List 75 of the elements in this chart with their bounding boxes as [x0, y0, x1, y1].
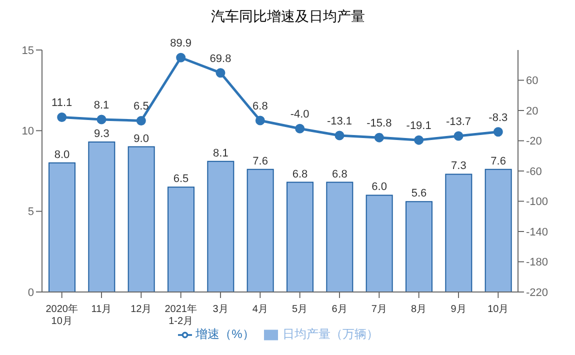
- data-label: 6.8: [252, 100, 268, 112]
- y-tick-label: 0: [28, 286, 34, 299]
- bar: [366, 194, 393, 292]
- y2-tick-label: -20: [526, 136, 542, 148]
- bar: [207, 160, 234, 292]
- data-label: -13.7: [446, 116, 472, 128]
- point: [176, 52, 186, 62]
- point: [295, 124, 305, 134]
- x-tick-label: 2021年 1-2月: [164, 303, 197, 327]
- y2-tick-label: -60: [526, 166, 542, 178]
- data-label: 9.0: [134, 132, 149, 145]
- y2-tick-label: -100: [526, 196, 548, 208]
- point: [374, 132, 384, 142]
- bar: [445, 174, 472, 292]
- data-label: 7.6: [490, 155, 506, 168]
- bar: [168, 186, 194, 292]
- data-label: 7.6: [252, 155, 268, 168]
- point: [136, 116, 146, 126]
- y2-tick-label: -180: [526, 256, 548, 269]
- point: [216, 68, 226, 78]
- chart-title: 汽车同比增速及日均产量: [210, 8, 366, 26]
- y2-tick-label: -220: [526, 286, 548, 299]
- data-label: -13.1: [326, 116, 352, 128]
- data-label: 8.1: [213, 147, 228, 160]
- x-tick-label: 8月: [411, 304, 427, 315]
- data-label: 8.1: [94, 100, 110, 112]
- data-label: 69.8: [210, 52, 232, 65]
- x-tick-label: 2020年 10月: [46, 303, 78, 327]
- x-tick-label: 6月: [332, 304, 348, 315]
- data-label: -19.1: [406, 120, 432, 132]
- x-tick-label: 4月: [252, 304, 268, 315]
- data-label: 89.9: [170, 38, 192, 50]
- data-label: 6.8: [332, 168, 348, 180]
- data-label: 9.3: [94, 128, 110, 140]
- point: [334, 130, 344, 140]
- bar: [88, 141, 116, 292]
- data-label: 6.5: [134, 100, 149, 113]
- bar: [406, 201, 432, 292]
- data-label: 5.6: [411, 188, 427, 200]
- point: [255, 116, 265, 126]
- y2-tick-label: 20: [526, 105, 538, 118]
- bar: [484, 168, 512, 292]
- x-tick-label: 9月: [450, 304, 466, 315]
- y2-tick-label: -140: [526, 226, 548, 238]
- data-label: -4.0: [290, 108, 310, 121]
- data-label: 11.1: [52, 97, 72, 110]
- legend-label: 增速（%）: [196, 327, 254, 341]
- data-label: 6.0: [372, 181, 387, 194]
- x-tick-label: 10月: [488, 304, 509, 315]
- data-label: -15.8: [366, 118, 392, 130]
- x-tick-label: 5月: [292, 304, 308, 315]
- data-label: 8.0: [54, 148, 70, 161]
- x-tick-label: 7月: [371, 304, 387, 315]
- data-label: 7.3: [451, 160, 466, 172]
- point: [57, 112, 67, 122]
- bar: [326, 182, 354, 292]
- x-tick-label: 12月: [130, 304, 152, 315]
- y-tick-label: 10: [22, 126, 34, 138]
- data-label: 6.8: [292, 168, 308, 180]
- x-tick-label: 3月: [212, 304, 228, 315]
- bar: [246, 168, 274, 292]
- data-label: -8.3: [488, 112, 508, 124]
- point: [96, 114, 106, 124]
- y2-tick-label: 60: [526, 75, 538, 88]
- point: [493, 127, 503, 137]
- y-tick-label: 5: [28, 206, 34, 218]
- legend-label: 日均产量（万辆）: [282, 327, 378, 341]
- bar: [286, 182, 314, 292]
- point: [454, 131, 464, 141]
- y-tick-label: 15: [22, 44, 34, 57]
- point: [414, 135, 424, 145]
- bar: [48, 162, 76, 292]
- data-label: 6.5: [173, 173, 189, 186]
- bar: [128, 146, 155, 292]
- x-tick-label: 11月: [91, 304, 112, 315]
